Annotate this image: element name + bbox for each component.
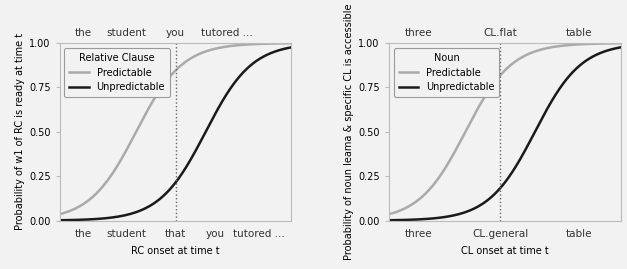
Legend: Predictable, Unpredictable: Predictable, Unpredictable (65, 48, 170, 97)
Text: three: three (405, 229, 433, 239)
Text: the: the (74, 28, 92, 38)
Text: CL.general: CL.general (472, 229, 529, 239)
Y-axis label: Probability of noun leama & specific CL is accessible: Probability of noun leama & specific CL … (344, 3, 354, 260)
Y-axis label: Probability of w1 of RC is ready at time t: Probability of w1 of RC is ready at time… (15, 33, 24, 230)
Text: table: table (566, 28, 593, 38)
Legend: Predictable, Unpredictable: Predictable, Unpredictable (394, 48, 499, 97)
Text: you: you (166, 28, 185, 38)
Text: three: three (405, 28, 433, 38)
Text: you: you (206, 229, 224, 239)
Text: student: student (107, 229, 147, 239)
Text: tutored ...: tutored ... (233, 229, 285, 239)
Text: student: student (107, 28, 147, 38)
X-axis label: RC onset at time t: RC onset at time t (131, 246, 220, 256)
Text: CL.flat: CL.flat (483, 28, 517, 38)
Text: the: the (74, 229, 92, 239)
Text: table: table (566, 229, 593, 239)
X-axis label: CL onset at time t: CL onset at time t (461, 246, 549, 256)
Text: that: that (165, 229, 186, 239)
Text: tutored ...: tutored ... (201, 28, 253, 38)
